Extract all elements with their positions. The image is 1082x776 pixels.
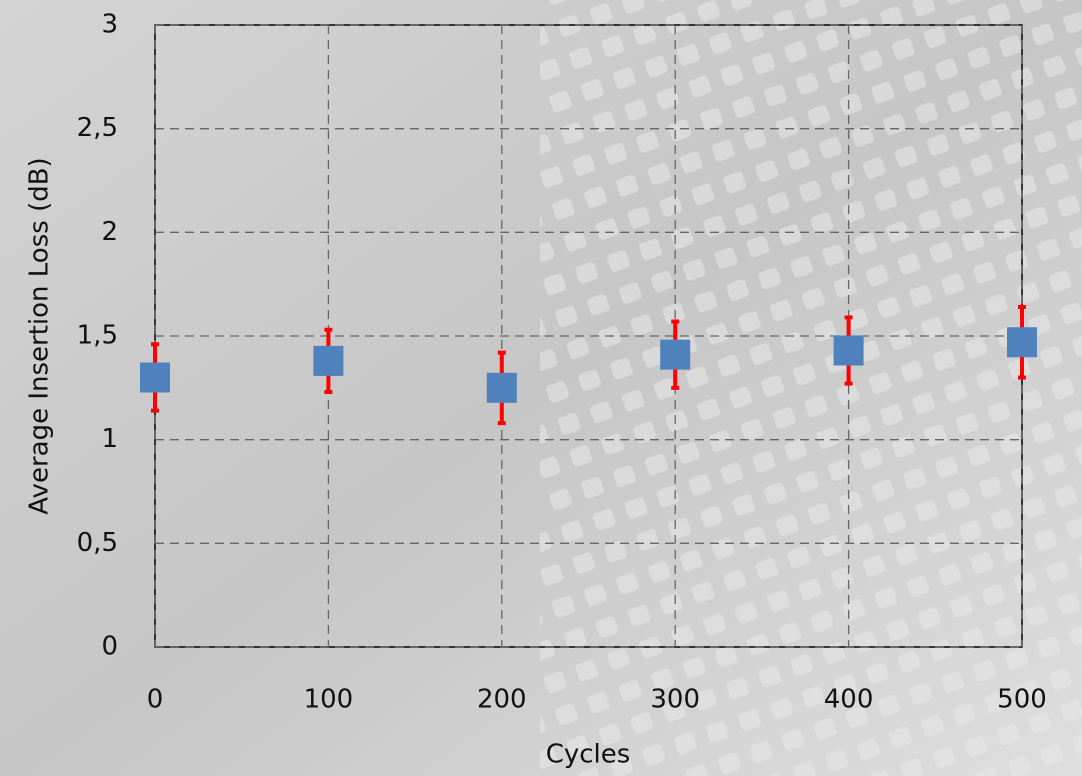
marker — [486, 372, 517, 403]
background-texture — [540, 0, 1082, 776]
x-tick-label: 0 — [147, 685, 164, 715]
marker — [140, 362, 170, 393]
x-tick-label: 100 — [304, 685, 354, 715]
y-tick-label: 2,5 — [77, 113, 118, 143]
y-tick-label: 2 — [101, 217, 118, 247]
y-tick-label: 0 — [101, 632, 118, 662]
marker — [660, 339, 691, 370]
y-tick-label: 0,5 — [77, 528, 118, 558]
y-tick-label: 1 — [101, 424, 118, 454]
y-axis-label: Average Insertion Loss (dB) — [25, 157, 55, 514]
marker — [833, 335, 864, 366]
x-tick-label: 200 — [477, 685, 527, 715]
x-tick-label: 500 — [997, 685, 1047, 715]
marker — [1007, 327, 1037, 358]
marker — [313, 345, 344, 376]
y-tick-label: 3 — [101, 10, 118, 40]
y-tick-label: 1,5 — [77, 321, 118, 351]
x-tick-label: 300 — [650, 685, 700, 715]
x-axis-label: Cycles — [546, 740, 631, 770]
x-tick-label: 400 — [824, 685, 874, 715]
